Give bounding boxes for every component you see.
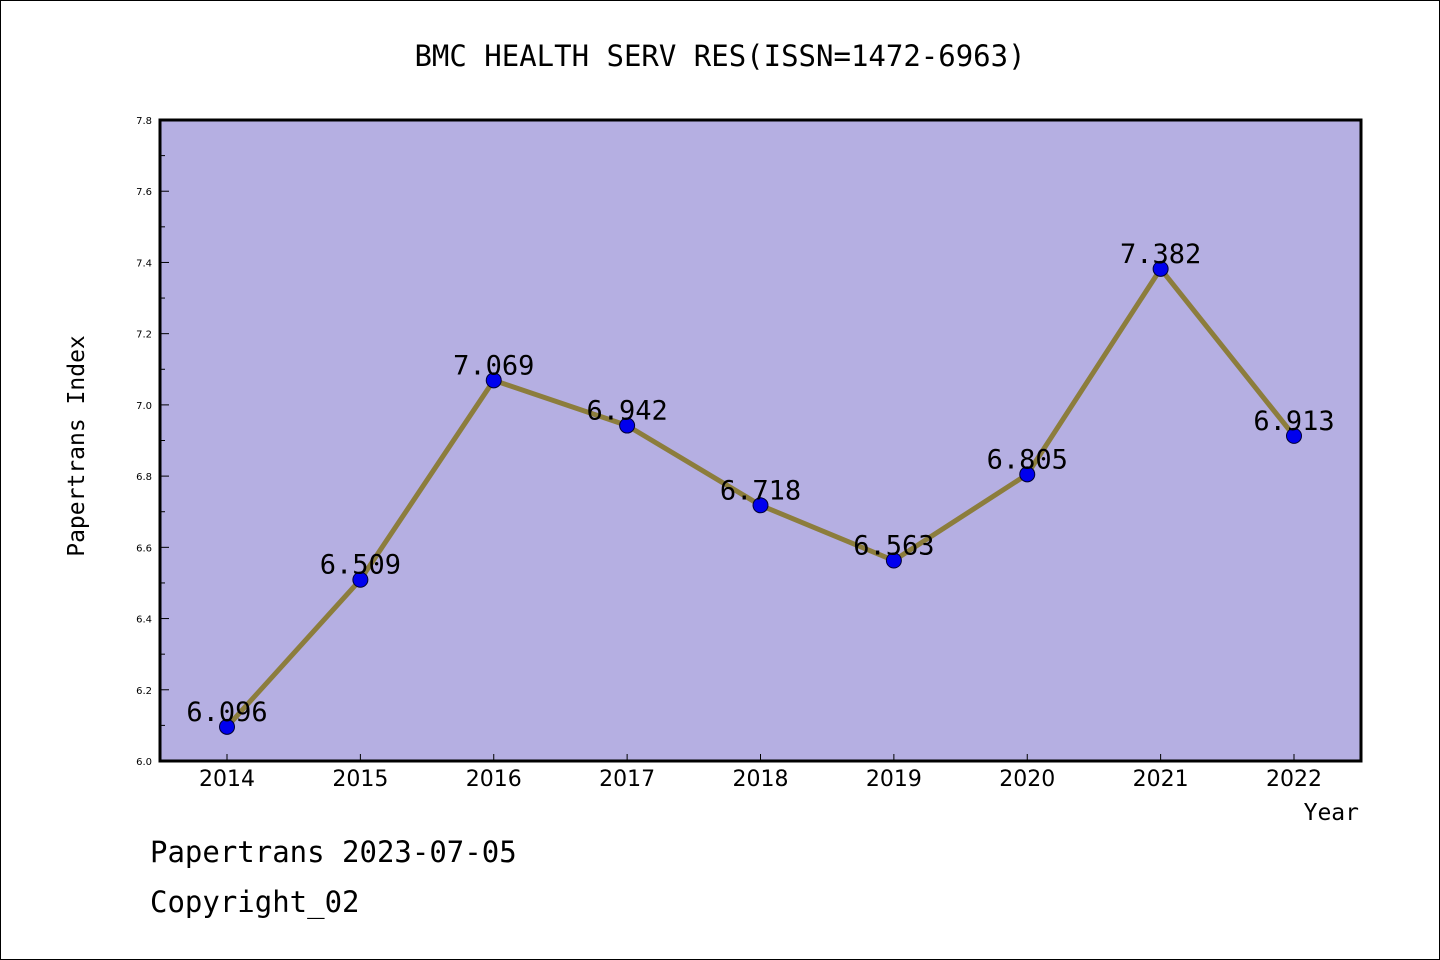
x-tick-label: 2015 bbox=[332, 767, 388, 792]
data-point bbox=[352, 571, 369, 588]
data-point bbox=[219, 718, 235, 735]
data-point bbox=[752, 497, 769, 514]
x-tick-label: 2014 bbox=[199, 767, 255, 792]
x-axis: 2014 2015 2016 2017 2018 2019 2020 2021 2022 bbox=[199, 754, 1322, 792]
y-tick-label: 6.2 bbox=[136, 686, 152, 697]
x-tick-label: 2019 bbox=[866, 767, 922, 792]
data-label: 6.913 bbox=[1253, 406, 1334, 437]
plot-area bbox=[158, 118, 1363, 763]
y-tick-label: 6.4 bbox=[136, 615, 152, 626]
footer-copyright: Copyright_02 bbox=[150, 885, 360, 919]
chart-title: BMC HEALTH SERV RES(ISSN=1472-6963) bbox=[414, 39, 1025, 73]
data-label: 6.805 bbox=[987, 444, 1068, 475]
x-tick-label: 2017 bbox=[599, 767, 655, 792]
series-line-group: 6.096 6.509 7.069 6.942 6.718 6.563 6.805 7.382… bbox=[186, 239, 1335, 735]
data-point bbox=[1019, 466, 1036, 483]
data-point bbox=[885, 552, 902, 569]
data-label: 6.942 bbox=[586, 396, 667, 427]
data-point bbox=[1286, 427, 1302, 444]
y-tick-label: 7.8 bbox=[136, 116, 152, 127]
data-point bbox=[1152, 260, 1169, 277]
data-point bbox=[485, 372, 502, 389]
x-tick-label: 2018 bbox=[733, 767, 789, 792]
y-tick-label: 7.4 bbox=[136, 258, 152, 269]
data-label: 7.382 bbox=[1120, 239, 1201, 270]
data-label: 6.096 bbox=[186, 697, 267, 728]
y-axis: 6.0 6.2 6.4 6.6 6.8 7.0 7.2 7.4 7.6 7.8 bbox=[136, 116, 169, 768]
footer-date-line: Papertrans 2023-07-05 bbox=[150, 835, 517, 869]
x-tick-label: 2020 bbox=[999, 767, 1055, 792]
x-axis-label: Year bbox=[1304, 800, 1359, 826]
x-tick-label: 2016 bbox=[466, 767, 522, 792]
data-label: 6.563 bbox=[853, 531, 934, 562]
data-label: 6.718 bbox=[720, 475, 801, 506]
data-label: 6.509 bbox=[320, 550, 401, 581]
y-tick-label: 6.0 bbox=[136, 757, 152, 768]
y-tick-label: 6.6 bbox=[136, 543, 152, 554]
y-axis-label: Papertrans Index bbox=[64, 335, 90, 557]
data-point bbox=[619, 417, 636, 434]
y-tick-label: 6.8 bbox=[136, 472, 152, 483]
y-tick-label: 7.0 bbox=[136, 401, 152, 412]
y-tick-label: 7.6 bbox=[136, 187, 152, 198]
data-label: 7.069 bbox=[453, 350, 534, 381]
x-tick-label: 2021 bbox=[1133, 767, 1189, 792]
x-tick-label: 2022 bbox=[1266, 767, 1322, 792]
y-tick-label: 7.2 bbox=[136, 330, 152, 341]
